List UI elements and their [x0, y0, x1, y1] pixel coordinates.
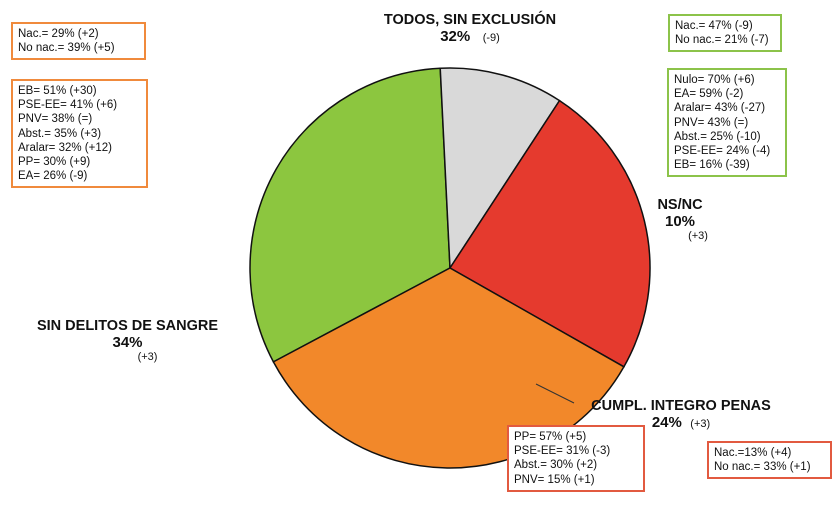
- leader-line-cumpl: [535, 383, 575, 404]
- box-line: Nulo= 70% (+6): [674, 74, 755, 86]
- box-line: EB= 51% (+30): [18, 85, 97, 97]
- box-line: No nac.= 21% (-7): [675, 34, 769, 47]
- box-line: PSE-EE= 24% (-4): [674, 145, 771, 158]
- pie-slice-sin-delitos: [272, 267, 625, 469]
- slice-percent: 10%: [664, 213, 696, 230]
- slice-change: (+3): [688, 230, 708, 242]
- slice-percent: 34%: [112, 334, 143, 351]
- box-line: PNV= 43% (=): [674, 116, 749, 129]
- slice-name: SIN DELITOS DE SANGRE: [36, 318, 218, 334]
- slice-change: (+3): [137, 351, 158, 363]
- party-box-todos: Nulo= 70% (+6) EA= 59% (-2) Aralar= 43% …: [667, 68, 787, 178]
- box-line: EA= 59% (-2): [674, 88, 744, 101]
- box-line: Nac.=13% (+4): [714, 447, 792, 459]
- box-line: Nac.= 29% (+2): [18, 28, 99, 40]
- box-line: Aralar= 32% (+12): [18, 141, 112, 154]
- box-line: PP= 30% (+9): [18, 156, 91, 169]
- box-line: Aralar= 43% (-27): [674, 102, 766, 115]
- box-line: Abst.= 35% (+3): [18, 127, 102, 140]
- party-box-cumpl: PP= 57% (+5) PSE-EE= 31% (-3) Abst.= 30%…: [507, 425, 645, 492]
- slice-change: (+3): [690, 418, 711, 430]
- pie-slice-todos: [249, 67, 451, 363]
- box-line: PNV= 15% (+1): [514, 473, 595, 486]
- slice-label-todos: TODOS, SIN EXCLUSIÓN 32% (-9): [345, 12, 595, 46]
- box-line: No nac.= 39% (+5): [18, 42, 115, 55]
- box-line: EA= 26% (-9): [18, 170, 88, 183]
- box-line: PSE-EE= 41% (+6): [18, 99, 118, 112]
- slice-name: CUMPL. INTEGRO PENAS: [591, 398, 771, 414]
- slice-label-nsnc: NS/NC 10% (+3): [640, 197, 720, 242]
- slice-percent: 32%: [440, 28, 471, 45]
- box-line: PP= 57% (+5): [514, 431, 587, 443]
- slice-name: NS/NC: [657, 197, 703, 213]
- slice-percent: 24%: [651, 414, 682, 431]
- box-line: PSE-EE= 31% (-3): [514, 445, 611, 458]
- box-line: Abst.= 30% (+2): [514, 459, 598, 472]
- box-line: Abst.= 25% (-10): [674, 130, 761, 143]
- slice-name: TODOS, SIN EXCLUSIÓN: [383, 12, 557, 28]
- nacionalidad-box-sin-delitos: Nac.= 29% (+2) No nac.= 39% (+5): [11, 22, 146, 61]
- box-line: PNV= 38% (=): [18, 113, 93, 126]
- nacionalidad-box-cumpl: Nac.=13% (+4) No nac.= 33% (+1): [707, 441, 832, 480]
- slice-label-sin-delitos: SIN DELITOS DE SANGRE 34% (+3): [20, 318, 235, 363]
- slice-label-cumpl: CUMPL. INTEGRO PENAS 24% (+3): [566, 398, 796, 432]
- pie-slice-nsnc: [439, 67, 561, 271]
- party-box-sin-delitos: EB= 51% (+30) PSE-EE= 41% (+6) PNV= 38% …: [11, 79, 148, 189]
- nacionalidad-box-todos: Nac.= 47% (-9) No nac.= 21% (-7): [668, 14, 782, 53]
- slice-change: (-9): [482, 32, 500, 44]
- box-line: No nac.= 33% (+1): [714, 461, 811, 474]
- box-line: Nac.= 47% (-9): [675, 20, 753, 32]
- pie-slice-cumpl: [448, 99, 651, 368]
- box-line: EB= 16% (-39): [674, 159, 750, 172]
